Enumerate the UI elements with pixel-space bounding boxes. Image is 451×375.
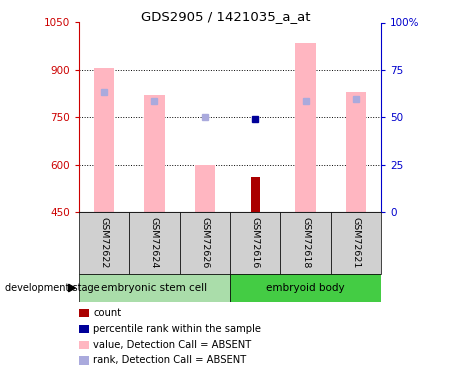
Text: embryoid body: embryoid body <box>266 283 345 293</box>
Text: development stage: development stage <box>5 283 99 293</box>
Text: percentile rank within the sample: percentile rank within the sample <box>93 324 262 334</box>
Text: GSM72624: GSM72624 <box>150 217 159 268</box>
Bar <box>79 274 230 302</box>
Text: count: count <box>93 308 121 318</box>
Text: value, Detection Call = ABSENT: value, Detection Call = ABSENT <box>93 340 252 350</box>
Text: GSM72618: GSM72618 <box>301 217 310 268</box>
Polygon shape <box>69 284 75 292</box>
Bar <box>94 68 114 212</box>
Text: embryonic stem cell: embryonic stem cell <box>101 283 207 293</box>
Bar <box>129 212 179 274</box>
Bar <box>331 212 381 274</box>
Text: GSM72622: GSM72622 <box>100 217 109 268</box>
Text: GSM72626: GSM72626 <box>200 217 209 268</box>
Bar <box>295 43 316 212</box>
Bar <box>230 274 381 302</box>
Bar <box>251 177 260 212</box>
Bar <box>79 212 129 274</box>
Text: GSM72616: GSM72616 <box>251 217 260 268</box>
Text: GDS2905 / 1421035_a_at: GDS2905 / 1421035_a_at <box>141 10 310 24</box>
Bar <box>346 92 366 212</box>
Bar <box>179 212 230 274</box>
Text: rank, Detection Call = ABSENT: rank, Detection Call = ABSENT <box>93 356 247 365</box>
Bar <box>281 212 331 274</box>
Text: GSM72621: GSM72621 <box>351 217 360 268</box>
Bar <box>230 212 281 274</box>
Bar <box>144 95 165 212</box>
Bar <box>195 165 215 212</box>
